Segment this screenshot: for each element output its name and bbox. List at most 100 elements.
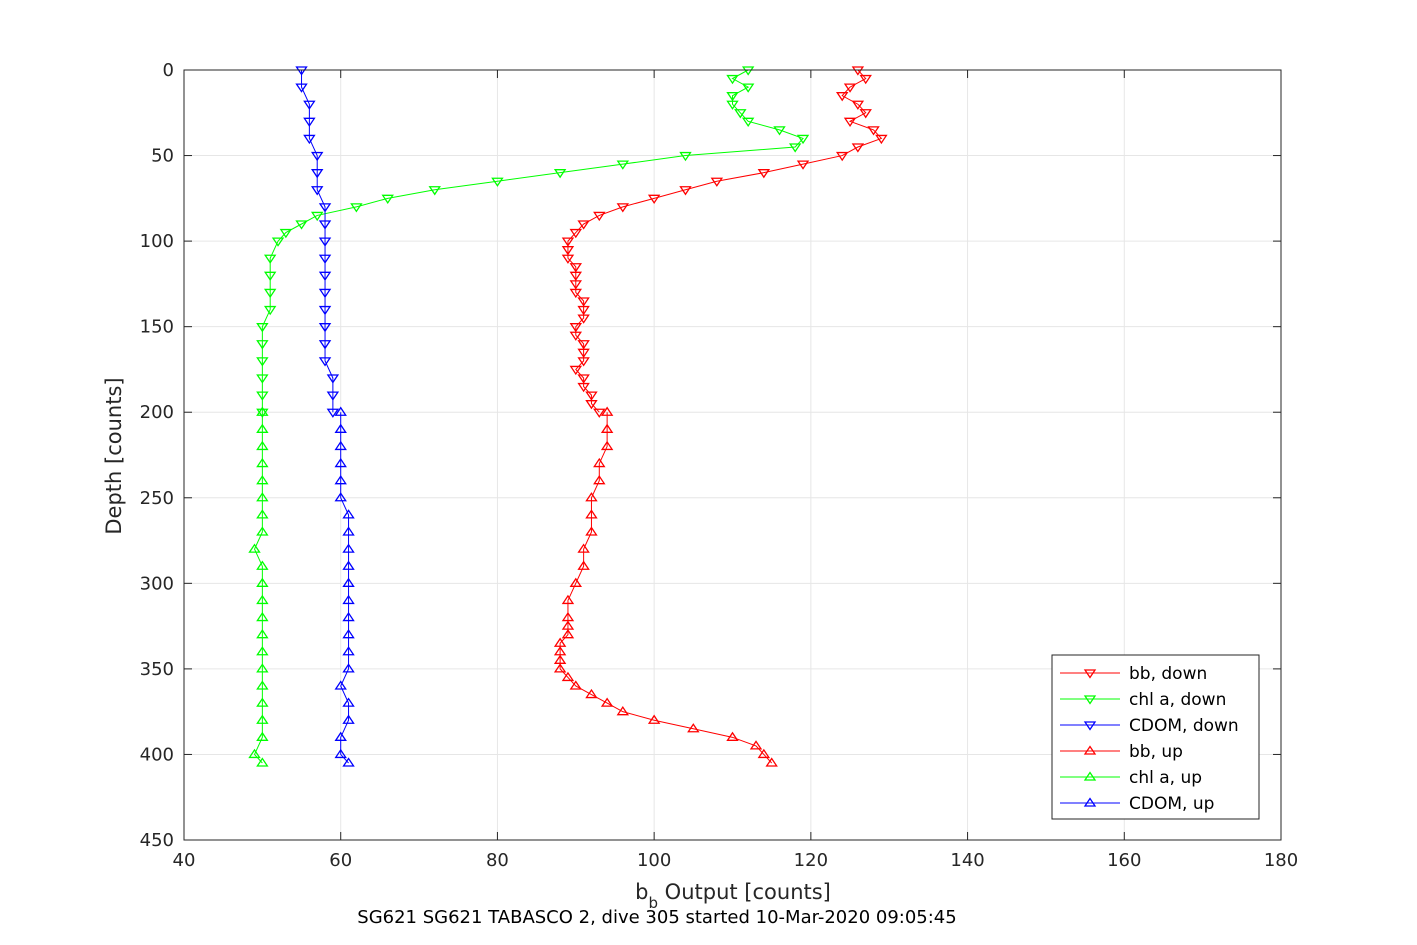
- data-point-cdom-up: [334, 748, 347, 759]
- data-point-bb-down: [859, 74, 872, 85]
- data-point-bb-up: [561, 611, 575, 622]
- data-point-cdom-down: [310, 151, 324, 162]
- data-point-bb-up: [561, 628, 575, 639]
- data-point-bb-down: [569, 323, 583, 333]
- data-point-cdom-up: [342, 543, 355, 553]
- data-point-chl-a-up: [256, 457, 269, 468]
- data-point-bb-up: [553, 663, 567, 673]
- legend-label-bb-up: bb, up: [1129, 742, 1183, 762]
- y-tick-label: 450: [140, 830, 174, 851]
- data-point-bb-down: [593, 211, 606, 222]
- data-point-bb-up: [757, 748, 771, 759]
- data-point-chl-a-up: [248, 543, 261, 553]
- data-point-bb-down: [796, 160, 810, 170]
- data-point-bb-down: [585, 391, 598, 401]
- data-point-chl-a-up: [256, 474, 269, 485]
- x-axis-title: bb Output [counts]: [635, 880, 831, 912]
- data-point-cdom-down: [303, 134, 316, 145]
- figure-caption: SG621 SG621 TABASCO 2, dive 305 started …: [357, 907, 956, 928]
- data-point-bb-down: [851, 100, 865, 110]
- data-point-cdom-down: [326, 408, 340, 418]
- data-point-bb-up: [749, 740, 763, 750]
- legend-marker-cdom-up: [1083, 797, 1097, 807]
- data-point-bb-up: [600, 440, 614, 451]
- data-point-bb-down: [577, 314, 590, 324]
- plot-area: [248, 66, 888, 767]
- data-point-bb-up: [600, 423, 614, 433]
- x-axis-title-subscript: b: [648, 894, 658, 912]
- data-point-cdom-down: [303, 100, 316, 110]
- data-point-cdom-up: [342, 663, 355, 673]
- data-point-chl-a-down: [256, 340, 269, 350]
- data-point-bb-up: [569, 577, 583, 587]
- data-point-chl-a-down: [279, 228, 293, 239]
- y-tick-label: 150: [140, 317, 174, 338]
- data-point-bb-down: [569, 280, 583, 290]
- data-point-chl-a-up: [256, 492, 269, 502]
- data-point-chl-a-down: [263, 254, 277, 264]
- data-point-chl-a-up: [256, 594, 269, 605]
- legend-label-bb-down: bb, down: [1129, 664, 1207, 684]
- data-point-cdom-down: [318, 220, 332, 230]
- y-axis-title: Depth [counts]: [102, 377, 126, 534]
- data-point-cdom-down: [318, 340, 332, 350]
- data-point-chl-a-up: [256, 406, 269, 416]
- data-point-cdom-up: [342, 509, 355, 519]
- data-point-chl-a-down: [263, 288, 277, 299]
- data-point-bb-down: [867, 126, 880, 136]
- data-point-chl-a-down: [491, 177, 504, 187]
- data-point-chl-a-up: [256, 646, 269, 656]
- x-axis-title-rest: Output [counts]: [658, 880, 831, 904]
- data-point-chl-a-down: [271, 237, 285, 247]
- data-point-bb-up: [687, 723, 700, 733]
- data-point-bb-up: [616, 705, 630, 716]
- data-point-cdom-down: [295, 83, 308, 93]
- data-point-chl-a-up: [256, 628, 269, 639]
- series-chl-a-down: [256, 66, 810, 418]
- y-tick-label: 250: [140, 488, 174, 509]
- data-point-bb-down: [569, 271, 583, 282]
- data-point-bb-down: [577, 357, 590, 367]
- data-point-cdom-up: [342, 714, 355, 724]
- data-point-chl-a-down: [616, 160, 630, 170]
- data-point-cdom-up: [342, 577, 355, 587]
- data-point-bb-down: [710, 177, 724, 187]
- data-point-cdom-down: [318, 271, 332, 282]
- data-point-bb-up: [726, 731, 739, 741]
- data-point-cdom-up: [342, 628, 355, 639]
- data-point-bb-up: [593, 474, 606, 485]
- data-point-chl-a-up: [256, 714, 269, 724]
- data-point-chl-a-up: [256, 509, 269, 519]
- x-tick-label: 180: [1264, 850, 1298, 871]
- data-point-chl-a-down: [256, 323, 269, 333]
- legend-label-cdom-up: CDOM, up: [1129, 794, 1214, 814]
- data-point-cdom-down: [318, 237, 332, 247]
- series-bb-down: [561, 66, 888, 418]
- data-point-cdom-up: [342, 646, 355, 656]
- y-tick-label: 100: [140, 231, 174, 252]
- x-tick-label: 60: [329, 850, 352, 871]
- data-point-bb-down: [851, 66, 865, 76]
- data-point-chl-a-down: [256, 391, 269, 401]
- data-point-chl-a-down: [741, 117, 755, 128]
- data-point-chl-a-up: [256, 423, 269, 433]
- data-point-chl-a-down: [428, 186, 441, 196]
- data-point-cdom-down: [310, 186, 324, 196]
- data-point-chl-a-down: [726, 74, 739, 85]
- data-point-bb-down: [577, 305, 590, 316]
- data-point-bb-down: [585, 400, 598, 410]
- data-point-chl-a-down: [263, 271, 277, 282]
- data-point-bb-down: [577, 340, 590, 350]
- x-tick-label: 100: [637, 850, 671, 871]
- data-point-bb-down: [647, 194, 661, 205]
- x-tick-label: 120: [794, 850, 828, 871]
- data-point-chl-a-down: [679, 151, 692, 162]
- legend-marker-chl-a-down: [1083, 695, 1097, 705]
- data-point-cdom-up: [334, 474, 347, 485]
- data-point-cdom-down: [310, 169, 324, 179]
- data-point-bb-up: [585, 492, 598, 502]
- data-point-chl-a-up: [256, 526, 269, 536]
- data-point-cdom-up: [334, 440, 347, 451]
- series-chl-a-up: [248, 406, 269, 767]
- x-axis: 40 60 80 100 120 140 160 180: [173, 70, 1298, 871]
